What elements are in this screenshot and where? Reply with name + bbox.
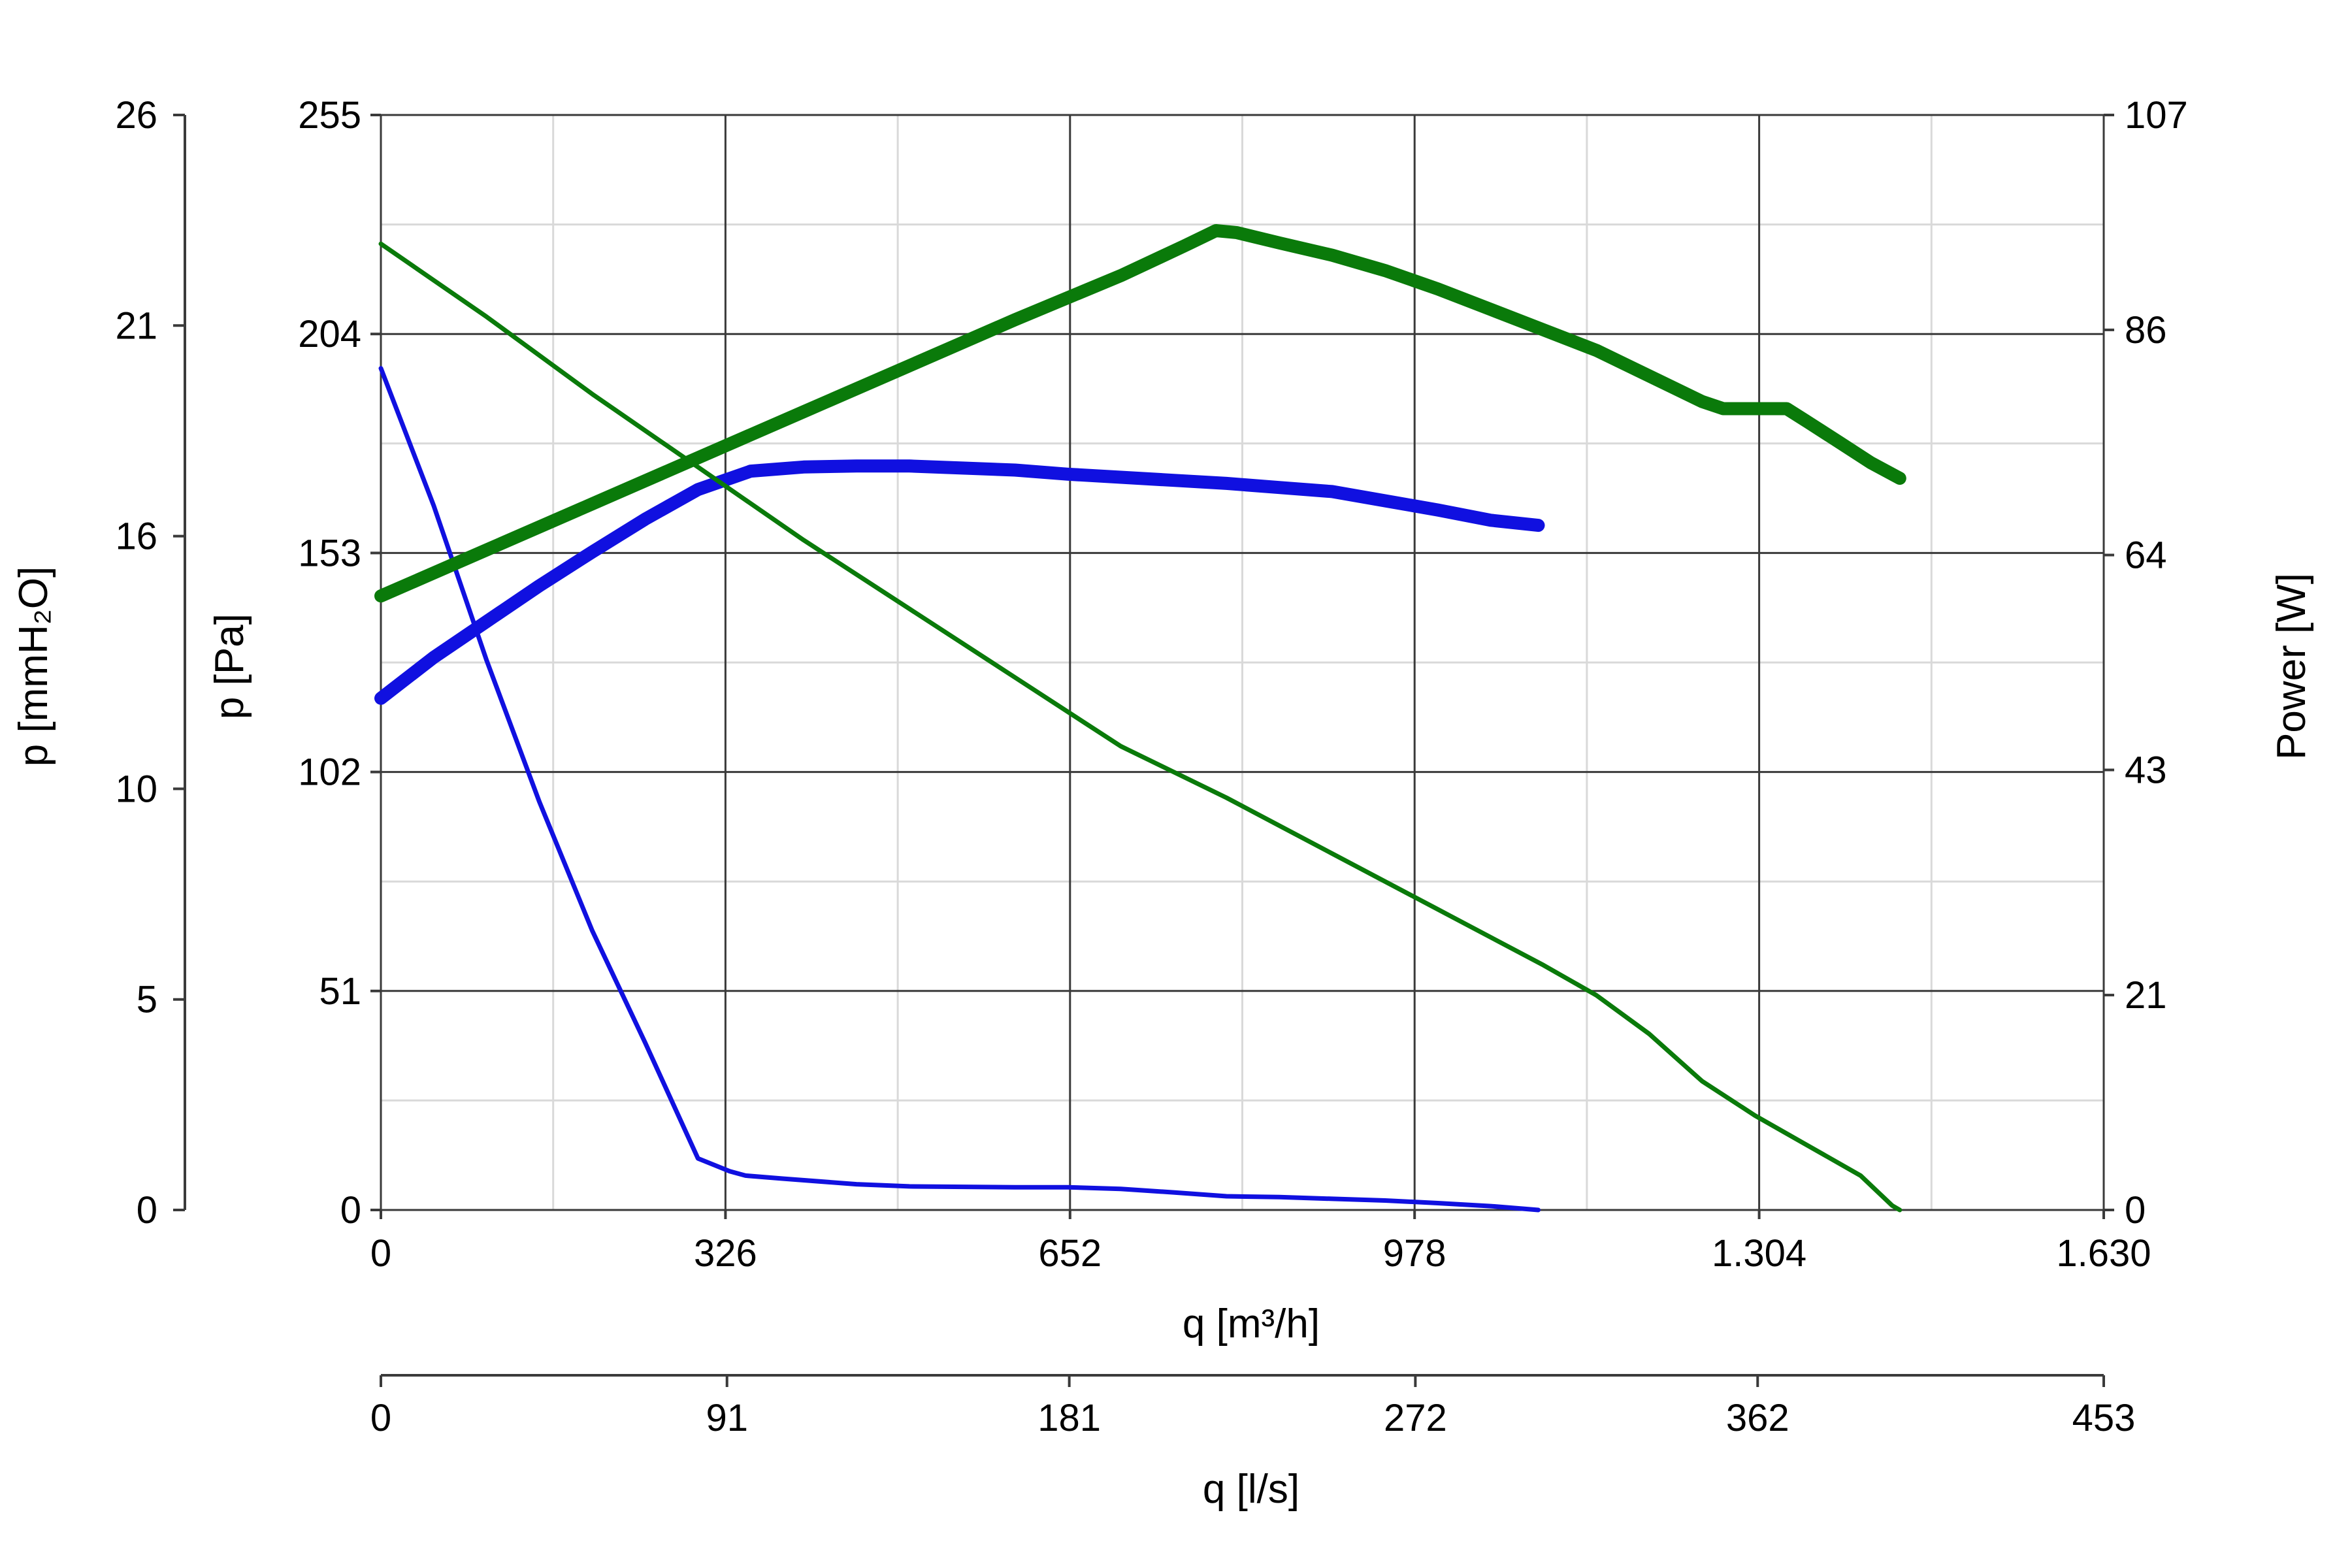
x2-tick-label: 362: [1726, 1397, 1789, 1439]
blue-pressure-curve: [378, 366, 1541, 1213]
x-tick-label: 1.630: [2056, 1232, 2151, 1275]
x2-axis-title: q [l/s]: [1203, 1467, 1299, 1512]
grid: [380, 114, 2105, 1211]
y2-axis-title: p [mmH₂O]: [11, 566, 56, 767]
y-tick-label: 153: [298, 532, 361, 574]
green-pressure-curve: [378, 241, 1903, 1213]
green-power-curve: [374, 224, 1906, 603]
x2-tick-label: 181: [1037, 1397, 1101, 1439]
x-axis-title: q [m³/h]: [1183, 1301, 1320, 1347]
y-tick-label: 255: [298, 94, 361, 137]
y3-tick-label: 0: [2125, 1189, 2146, 1232]
y3-tick-label: 107: [2125, 94, 2188, 137]
y-tick-label: 204: [298, 313, 361, 355]
y2-tick-label: 5: [137, 979, 157, 1021]
y3-tick-label: 21: [2125, 974, 2167, 1017]
y3-tick-label: 43: [2125, 749, 2167, 791]
y-tick-label: 102: [298, 751, 361, 794]
y-tick-label: 51: [319, 970, 361, 1013]
y2-tick-label: 26: [115, 94, 157, 137]
blue-power-curve: [374, 459, 1545, 705]
y3-tick-label: 64: [2125, 534, 2167, 577]
x-tick-label: 652: [1038, 1232, 1102, 1275]
y2-tick-label: 0: [137, 1189, 157, 1232]
y-tick-label: 0: [340, 1189, 361, 1232]
y2-tick-label: 16: [115, 515, 157, 558]
x-tick-label: 0: [370, 1232, 391, 1275]
x-tick-label: 1.304: [1712, 1232, 1806, 1275]
x-tick-label: 978: [1383, 1232, 1446, 1275]
axes: [173, 114, 2114, 1387]
y3-axis-title: Power [W]: [2269, 573, 2314, 760]
x2-tick-label: 272: [1384, 1397, 1447, 1439]
x2-tick-label: 453: [2072, 1397, 2136, 1439]
x-tick-label: 326: [694, 1232, 757, 1275]
x2-tick-label: 91: [706, 1397, 748, 1439]
y2-tick-label: 10: [115, 768, 157, 810]
y3-tick-label: 86: [2125, 309, 2167, 351]
curves: [374, 224, 1906, 1213]
y-axis-title: p [Pa]: [207, 613, 252, 719]
y2-tick-label: 21: [115, 304, 157, 347]
x2-tick-label: 0: [370, 1397, 391, 1439]
